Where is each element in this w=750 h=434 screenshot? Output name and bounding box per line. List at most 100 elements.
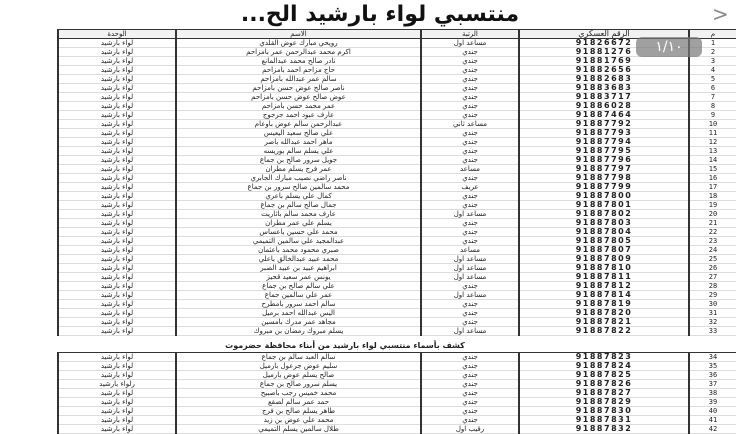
name: جمال صالح سالم بن جماع	[175, 200, 421, 210]
rank: جندي	[420, 317, 519, 327]
military-id: 91887793	[518, 128, 689, 138]
name: سليم عوض جرعول بارميل	[175, 361, 421, 371]
military-id: 91887799	[518, 182, 689, 192]
unit: لواء بارشيد	[57, 83, 176, 93]
military-id: 91887827	[518, 388, 689, 398]
table-row: 26 91887810 مساعد اول ابراهيم عبيد بن عبيد …	[57, 263, 736, 273]
rank: جندي	[420, 47, 519, 57]
military-id: 91887801	[518, 200, 689, 210]
military-id: 91887794	[518, 137, 689, 147]
row-number: 12	[688, 137, 736, 147]
unit: لواء بارشيد	[57, 47, 176, 57]
row-number: 9	[688, 110, 736, 120]
table-row: 22 91887804 جندي محمد علي حسين باعساس لواء ب…	[57, 227, 736, 237]
military-id: 91887814	[518, 290, 689, 300]
table-row: 34 91887823 جندي سالم العبد سالم بن جماع لوا…	[57, 352, 736, 362]
military-id: 91887807	[518, 245, 689, 255]
unit: لواء بارشيد	[57, 227, 176, 237]
table-row: 39 91887829 جندي حمد عمر سالم لصقع لواء بارش…	[57, 397, 736, 407]
row-number: 42	[688, 424, 736, 434]
table-row: 19 91887801 جندي جمال صالح سالم بن جماع لواء…	[57, 200, 736, 210]
unit: لواء بارشيد	[57, 209, 176, 219]
unit: لواء بارشيد	[57, 317, 176, 327]
table-row: 32 91887821 جندي مجاهد عمر مدرك بامسين لواء …	[57, 317, 736, 327]
rank: جندي	[420, 299, 519, 309]
military-id: 91887829	[518, 397, 689, 407]
table-header: م الرقم العسكري الرتبة الاسم الوحدة	[57, 29, 736, 39]
unit: لواء بارشيد	[57, 182, 176, 192]
military-id: 91887832	[518, 424, 689, 434]
rank: جندي	[420, 397, 519, 407]
unit: لواء بارشيد	[57, 397, 176, 407]
row-number: 35	[688, 361, 736, 371]
rank: جندي	[420, 415, 519, 425]
rank: جندي	[420, 218, 519, 228]
row-number: 28	[688, 281, 736, 291]
rank: مساعد	[420, 164, 519, 174]
unit: لواء بارشيد	[57, 254, 176, 264]
rank: مساعد اول	[420, 209, 519, 219]
row-number: 11	[688, 128, 736, 138]
rank: جندي	[420, 191, 519, 201]
name: عبدالمجيد علي سالمين التميمي	[175, 236, 421, 246]
unit: لواء بارشيد	[57, 299, 176, 309]
chevron-right-icon[interactable]: >	[712, 2, 729, 26]
table-row: 35 91887824 جندي سليم عوض جرعول بارميل لواء …	[57, 361, 736, 371]
row-number: 20	[688, 209, 736, 219]
name: نادر صالح محمد عبدالمانع	[175, 56, 421, 66]
row-number: 21	[688, 218, 736, 228]
table-row: 6 91883683 جندي ناصر صالح عوض حسن بامزاحم لو…	[57, 83, 736, 93]
col-rank: الرتبة	[420, 29, 519, 39]
col-id: الرقم العسكري	[518, 29, 689, 39]
table-row: 5 91882683 جندي سالم عمر عبدالله بامزاحم لوا…	[57, 74, 736, 84]
col-unit: الوحدة	[57, 29, 176, 39]
unit: لواء بارشيد	[57, 56, 176, 66]
rank: جندي	[420, 74, 519, 84]
table-row: 15 91887797 مساعد عمر فرج يسلم مطران لواء با…	[57, 164, 736, 174]
row-number: 22	[688, 227, 736, 237]
name: محمد علي عوض بن زيد	[175, 415, 421, 425]
row-number: 30	[688, 299, 736, 309]
row-number: 31	[688, 308, 736, 318]
military-id: 91887796	[518, 155, 689, 165]
rank: جندي	[420, 128, 519, 138]
table-row: 16 91887798 جندي ناصر راضي نصيب مبارك الجاب…	[57, 173, 736, 183]
row-number: 38	[688, 388, 736, 398]
table-row: 21 91887803 جندي يسلم علي عمر مطران لواء بار…	[57, 218, 736, 228]
rank: مساعد	[420, 245, 519, 255]
name: حمد عمر سالم لصقع	[175, 397, 421, 407]
unit: لواء بارشيد	[57, 200, 176, 210]
name: علي يسلم سالم بوريسه	[175, 146, 421, 156]
unit: لواء بارشيد	[57, 38, 176, 48]
table-row: 31 91887820 جندي اليس عبدالله احمد برميل لوا…	[57, 308, 736, 318]
rank: مساعد ثاني	[420, 119, 519, 129]
name: عمر علي سالمين جماع	[175, 290, 421, 300]
name: صبري محمود محمد باعثمان	[175, 245, 421, 255]
name: ابراهيم عبيد بن عبيد الصبر	[175, 263, 421, 273]
name: حاج مزاحم احمد بامزاحم	[175, 65, 421, 75]
name: محمد علي حسين باعساس	[175, 227, 421, 237]
row-number: 8	[688, 101, 736, 111]
row-number: 17	[688, 182, 736, 192]
row-number: 25	[688, 254, 736, 264]
table-row: 11 91887793 جندي علي صالح سعيد اليعيس لواء ب…	[57, 128, 736, 138]
military-id: 91887811	[518, 272, 689, 282]
row-number: 16	[688, 173, 736, 183]
name: عارف محمد سالم باثاريت	[175, 209, 421, 219]
military-id: 91887800	[518, 191, 689, 201]
row-number: 29	[688, 290, 736, 300]
military-id: 91887795	[518, 146, 689, 156]
row-number: 14	[688, 155, 736, 165]
table-row: 38 91887827 جندي محمد خميس رجب باصبيح لواء ب…	[57, 388, 736, 398]
unit: لواء بارشيد	[57, 308, 176, 318]
military-id: 91826672	[518, 38, 689, 48]
page-title: منتسبي لواء بارشيد الح...	[240, 2, 520, 27]
military-id: 91882656	[518, 65, 689, 75]
table-row: 18 91887800 جندي كمال علي يسلم باعري لواء با…	[57, 191, 736, 201]
row-number: 40	[688, 406, 736, 416]
unit: لواء بارشيد	[57, 65, 176, 75]
military-id: 91887824	[518, 361, 689, 371]
rank: جندي	[420, 379, 519, 389]
rank: جندي	[420, 236, 519, 246]
military-id: 91887825	[518, 370, 689, 380]
